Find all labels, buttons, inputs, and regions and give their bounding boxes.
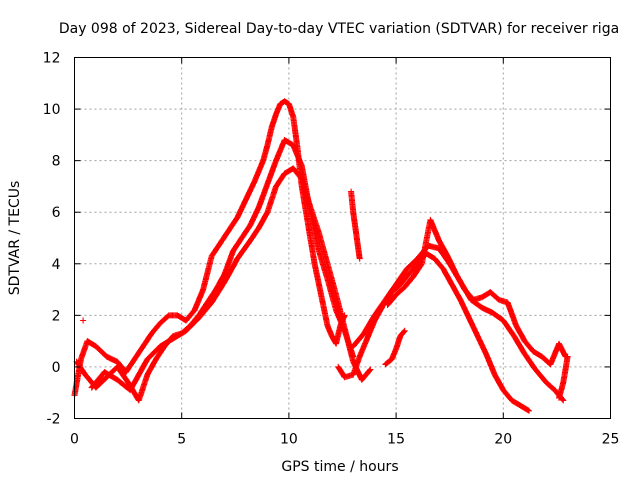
y-tick-label: 2 (52, 308, 61, 324)
axis-ticks (74, 57, 611, 419)
x-tick-label: 20 (494, 432, 512, 448)
chart-title: Day 098 of 2023, Sidereal Day-to-day VTE… (59, 21, 619, 37)
series-trace-i (556, 353, 571, 401)
data-point-markers (384, 216, 569, 368)
data-point-markers (88, 165, 374, 394)
plot-frame (74, 57, 611, 419)
data-marks (71, 98, 571, 414)
x-tick-labels: 0 5 10 15 20 25 (70, 432, 619, 448)
x-tick-label: 10 (280, 432, 298, 448)
series-trace-h (382, 327, 408, 368)
data-point-markers (382, 327, 408, 368)
data-point-markers (80, 317, 87, 324)
data-point-markers (348, 188, 363, 262)
x-tick-label: 25 (602, 432, 620, 448)
y-tick-label: 10 (43, 102, 61, 118)
y-tick-label: 8 (52, 154, 61, 170)
y-tick-label: 4 (52, 257, 61, 273)
x-tick-label: 15 (387, 432, 405, 448)
x-tick-label: 5 (177, 432, 186, 448)
series-trace-c (88, 165, 374, 394)
series-trace-g (348, 188, 363, 262)
series-trace-f (384, 216, 569, 368)
y-tick-label: 12 (43, 51, 61, 67)
x-axis-label: GPS time / hours (281, 459, 398, 475)
y-tick-label: 6 (52, 205, 61, 221)
series-trace-j (80, 317, 87, 324)
x-tick-label: 0 (70, 432, 79, 448)
y-axis-label: SDTVAR / TECUs (7, 181, 23, 296)
y-tick-labels: -2 0 2 4 6 8 10 12 (43, 51, 61, 428)
y-tick-label: -2 (47, 412, 61, 428)
data-point-markers (556, 353, 571, 401)
grid (74, 57, 611, 419)
y-tick-label: 0 (52, 360, 61, 376)
